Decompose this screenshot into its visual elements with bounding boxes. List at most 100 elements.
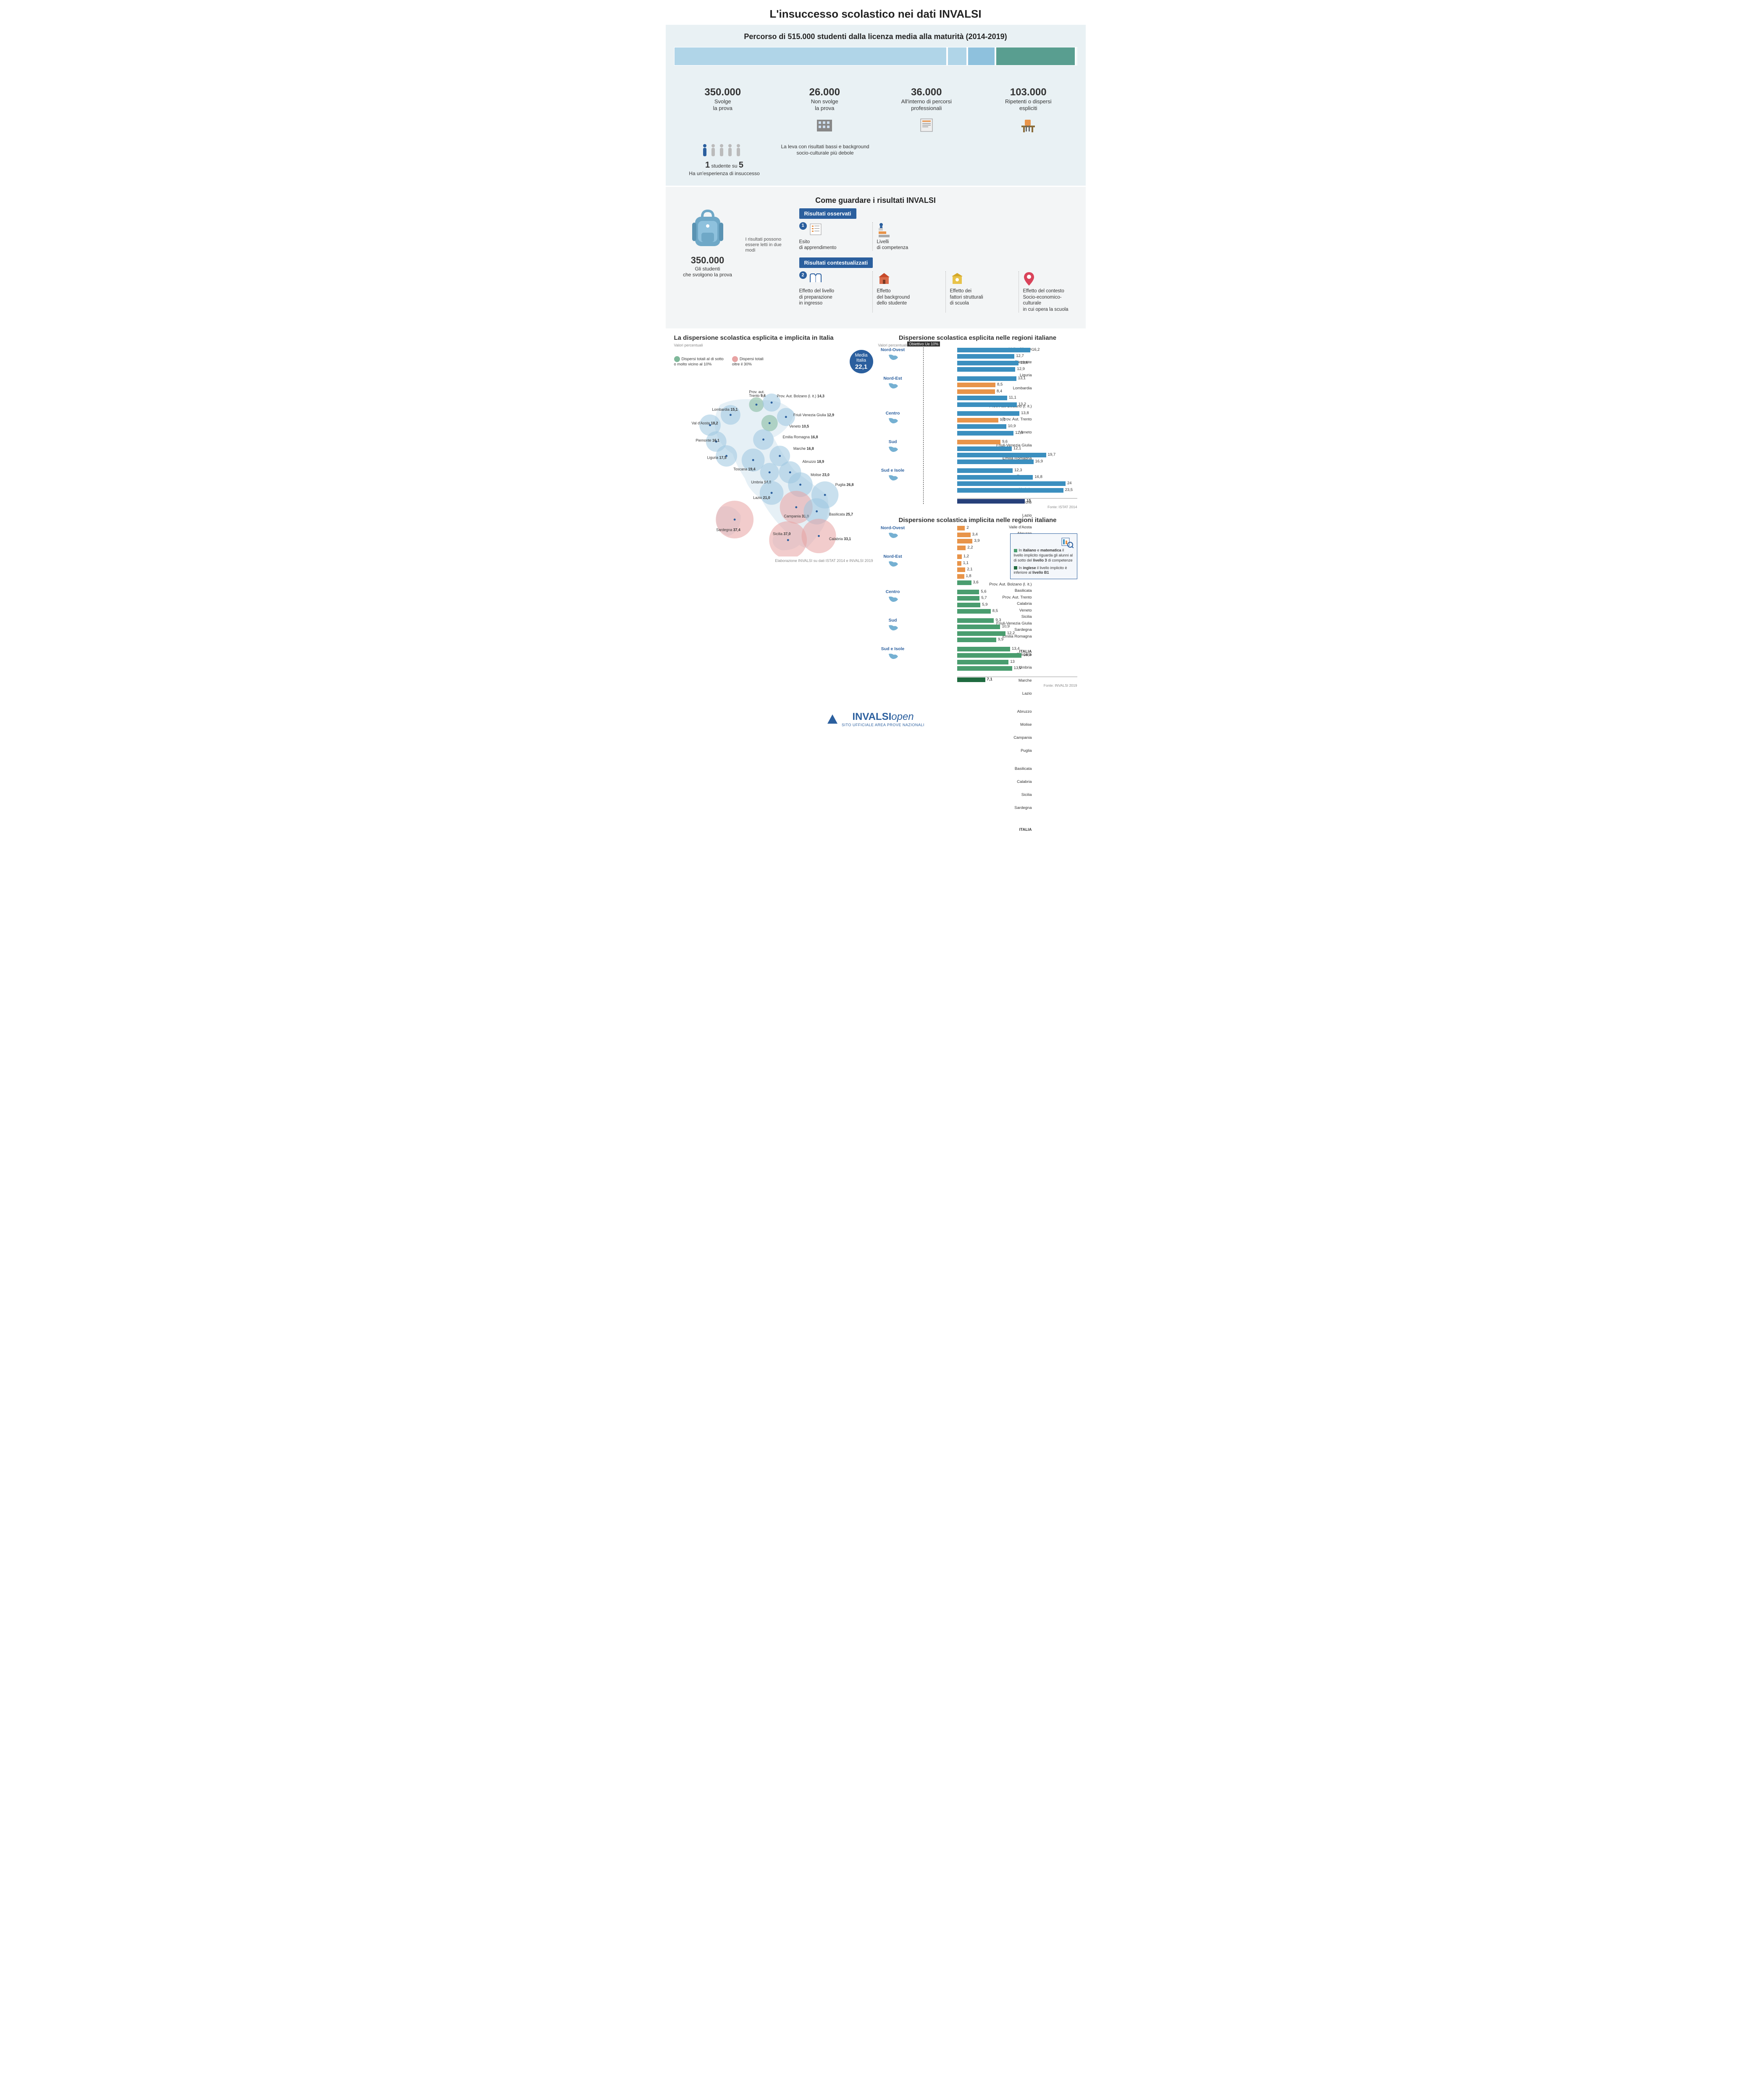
- chart-esp-bar-3-2: [957, 453, 1046, 457]
- info-icon: [1061, 537, 1074, 548]
- chart-imp-italia-val: 7,1: [987, 677, 992, 682]
- map-lbl-7: Emilia Romagna 16,8: [782, 435, 818, 439]
- chart-imp-val-2-0: 5,6: [981, 589, 986, 594]
- chart-esp-group-0: Nord-Ovest: [878, 347, 908, 362]
- chart-esp-target-line: Obiettivo Ue 10%: [923, 347, 924, 504]
- context-row-icon-3: [1023, 271, 1077, 286]
- map-panel: La dispersione scolastica esplicita e im…: [674, 334, 873, 695]
- map-lbl-19: Sicilia 37,0: [773, 532, 791, 536]
- chart-imp-bar-0-1: [957, 533, 971, 537]
- sub-one-in-five: 1 studente su 5 Ha un'esperienza di insu…: [674, 144, 775, 177]
- chart-imp-row-3-2: Campania 12,2: [957, 631, 1077, 637]
- chart-imp-row-2-3: Lazio 8,5: [957, 609, 1077, 614]
- legend-dot-high: [732, 356, 738, 362]
- map-lbl-3: Val d'Aosta 18,2: [691, 421, 718, 425]
- chart-esp-bar-4-1: [957, 475, 1033, 480]
- percorso-col-1: 26.000 Non svolgela prova: [776, 87, 874, 138]
- chart-imp-italia-label: ITALIA: [987, 828, 1034, 832]
- chart-imp-bar-3-1: [957, 625, 1000, 629]
- chart-imp-group-4: Sud e Isole: [878, 646, 908, 662]
- chart-esp-val-4-1: 16,8: [1034, 475, 1042, 479]
- chart-imp-rlabel-3-1: Molise: [987, 723, 1034, 727]
- chart-esp-italia-bar: [957, 499, 1025, 504]
- chart-esp-bar-0-2: [957, 361, 1019, 365]
- legend-low-text: Dispersi totali al di sottoo molto vicin…: [674, 357, 724, 367]
- map-legend: Dispersi totali al di sottoo molto vicin…: [674, 350, 873, 373]
- chart-esp-bar-3-0: [957, 440, 1000, 444]
- osservati-row-text-0: Esitodi apprendimento: [799, 239, 858, 251]
- chart-imp-bar-2-2: [957, 603, 981, 607]
- context-row-cell-1: Effettodel backgrounddello studente: [872, 271, 931, 312]
- sub1-big2: 5: [739, 160, 743, 170]
- chart-esp-val-1-2: 8,4: [997, 389, 1002, 394]
- backpack-num: 350.000: [674, 255, 741, 266]
- chart-esp-row-4-2: Sicilia 24: [957, 481, 1077, 487]
- chart-imp-rlabel-0-0: Valle d'Aosta: [987, 525, 1034, 530]
- chart-imp-rlabel-4-3: Sardegna: [987, 806, 1034, 810]
- chart-esp-val-4-2: 24: [1067, 481, 1072, 486]
- footer: INVALSIopen SITO UFFICIALE AREA PROVE NA…: [666, 704, 1086, 738]
- chart-esp-row-4-1: Calabria 16,8: [957, 475, 1077, 480]
- chart-imp-val-4-3: 13,9: [1014, 666, 1022, 670]
- chart-esp-bar-1-0: [957, 376, 1016, 381]
- chart-imp-val-2-2: 5,9: [982, 602, 987, 607]
- chart-imp-row-3-3: Puglia 9,9: [957, 637, 1077, 643]
- percorso-subtitle: Percorso di 515.000 studenti dalla licen…: [674, 29, 1077, 45]
- chart-imp-row-3-1: Molise 10,9: [957, 624, 1077, 630]
- chart-esp-bar-3-1: [957, 446, 1012, 451]
- seg-num-0: 350.000: [674, 87, 772, 98]
- osservati-row-cell-1: Livellidi competenza: [872, 222, 931, 251]
- logo-icon: [827, 713, 839, 725]
- chart-imp-bar-3-3: [957, 638, 997, 642]
- chart-imp-bar-2-1: [957, 596, 980, 601]
- chart-imp-info-box: In italiano e matematica il livello impl…: [1010, 533, 1077, 579]
- osservati-row-icon-1: [877, 222, 931, 237]
- chart-esp-bar-2-0: [957, 411, 1020, 416]
- chart-esp-val-4-0: 12,3: [1014, 468, 1022, 472]
- sub2-t2: socio-culturale più debole: [775, 150, 876, 157]
- chart-esp-bar-4-3: [957, 488, 1063, 493]
- seg-icon-2: [878, 116, 976, 135]
- map-lbl-10: Marche 16,8: [793, 446, 814, 451]
- chip-contestualizzati: Risultati contestualizzati: [799, 257, 873, 268]
- chart-esp-val-2-1: 9,1: [1000, 417, 1005, 422]
- chart-imp-row-1-4: Emilia Romagna 3,6: [957, 580, 1077, 586]
- osservati-row-text-1: Livellidi competenza: [877, 239, 931, 251]
- chart-imp-bar-3-2: [957, 631, 1005, 636]
- map-source: Elaborazione INVALSI su dati ISTAT 2014 …: [674, 559, 873, 563]
- seg-lbl-0: Svolgela prova: [674, 98, 772, 112]
- chart-imp-italia-bar: [957, 677, 985, 682]
- region-icon: [887, 445, 899, 454]
- chart-imp-bar-1-0: [957, 554, 962, 559]
- seg-lbl-2: All'interno di percorsiprofessionali: [878, 98, 976, 112]
- chart-esp-row-3-2: Campania 19,7: [957, 452, 1077, 458]
- progress-seg-2: [968, 47, 996, 65]
- chart-imp-bar-0-2: [957, 539, 973, 543]
- seg-icon-1: [776, 116, 874, 135]
- chart-esp-bar-2-2: [957, 424, 1006, 429]
- chart-imp-group-2: Centro: [878, 589, 908, 604]
- chart-esp-row-2-1: Umbria 9,1: [957, 417, 1077, 423]
- chart-imp-bar-0-3: [957, 546, 966, 550]
- chart-esp-val-1-4: 13,2: [1019, 402, 1026, 407]
- charts-panel: Dispersione scolastica esplicita nelle r…: [878, 334, 1077, 695]
- context-row-cell-2: Effetto deifattori strutturalidi scuola: [945, 271, 1004, 312]
- sub1-mid: studente su: [711, 163, 737, 169]
- chart-imp-rlabel-3-0: Abruzzo: [987, 710, 1034, 714]
- chart-implicita: Dispersione scolastica implicita nelle r…: [878, 517, 1077, 688]
- flow-col: I risultati possono essere letti in due …: [749, 208, 1077, 319]
- chart-esp-body: Obiettivo Ue 10%Nord-Ovest Valle d'Aosta…: [878, 347, 1077, 504]
- chart-esp-row-0-3: Lombardia 12,9: [957, 367, 1077, 373]
- chart-esp-row-1-4: Emilia Romagna 13,2: [957, 402, 1077, 408]
- percorso-section: Percorso di 515.000 studenti dalla licen…: [666, 25, 1086, 186]
- chart-esp-val-2-2: 10,9: [1008, 424, 1016, 428]
- map-lbl-6: Veneto 10,5: [789, 424, 809, 428]
- chart-esp-bar-1-1: [957, 383, 996, 387]
- chart-imp-val-4-0: 13,4: [1012, 646, 1020, 651]
- chart-imp-rlabel-3-3: Puglia: [987, 749, 1034, 753]
- region-icon: [887, 595, 899, 604]
- chart-imp-val-3-2: 12,2: [1007, 631, 1015, 635]
- progress-bar: [674, 47, 1077, 66]
- chart-esp-bar-1-2: [957, 389, 995, 394]
- chart-esp-val-3-2: 19,7: [1048, 452, 1056, 457]
